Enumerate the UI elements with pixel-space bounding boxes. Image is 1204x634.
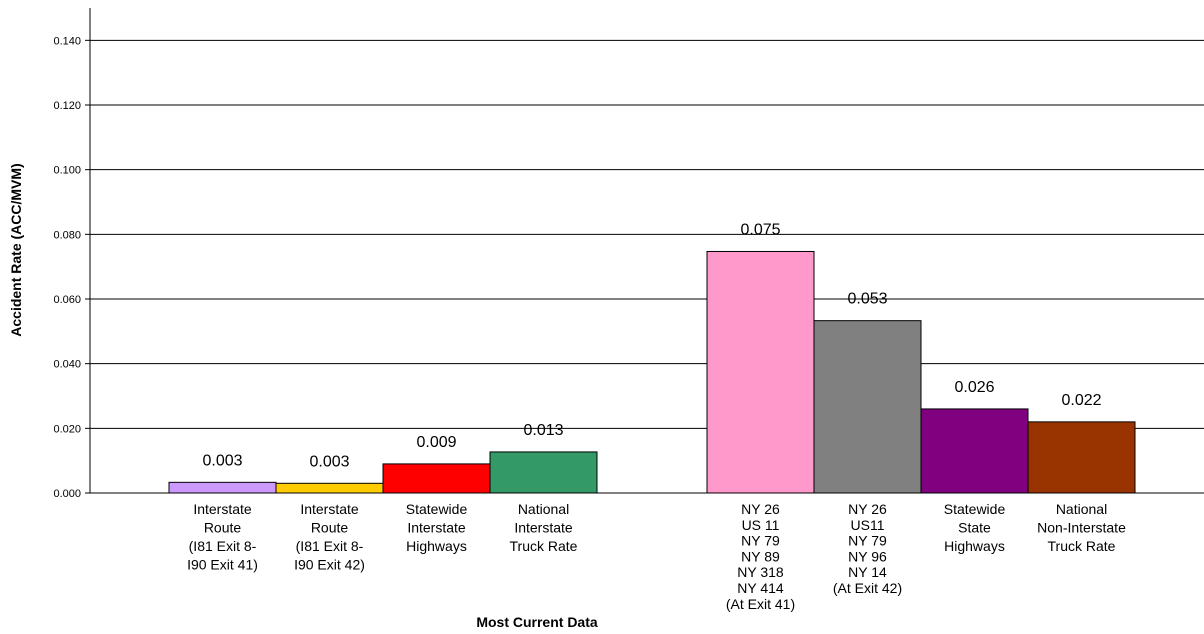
category-label: (I81 Exit 8- <box>296 538 364 554</box>
category-label: NY 89 <box>741 548 780 564</box>
category-label: State <box>958 520 991 536</box>
category-label: NY 318 <box>737 564 784 580</box>
bar <box>275 482 384 494</box>
category-label: Interstate <box>407 520 466 536</box>
y-tick-label: 0.060 <box>53 294 81 306</box>
x-axis-title: Most Current Data <box>476 614 598 630</box>
bar <box>706 250 815 494</box>
category-label: National <box>1056 501 1107 517</box>
category-label: Statewide <box>406 501 468 517</box>
category-label: Interstate <box>300 501 359 517</box>
bar <box>813 320 922 494</box>
y-tick-label: 0.100 <box>53 165 81 177</box>
category-label: Truck Rate <box>1048 538 1116 554</box>
bar <box>1027 421 1136 494</box>
category-label: NY 96 <box>848 548 887 564</box>
category-label: Route <box>311 520 349 536</box>
category-label: NY 79 <box>741 533 780 549</box>
y-tick-label: 0.140 <box>53 35 81 47</box>
data-label: 0.003 <box>309 453 349 470</box>
y-axis-ticks: 0.000 0.020 0.040 0.060 0.080 0.100 0.120 0.140 <box>53 35 90 500</box>
category-label: Highways <box>406 538 467 554</box>
y-tick-label: 0.080 <box>53 229 81 241</box>
y-axis-title: Accident Rate (ACC/MVM) <box>8 163 24 336</box>
category-label: Highways <box>944 538 1005 554</box>
category-label: US 11 <box>742 517 780 533</box>
data-label: 0.026 <box>954 379 994 396</box>
bar <box>382 463 491 494</box>
category-label: NY 14 <box>848 564 887 580</box>
data-label: 0.013 <box>523 422 563 439</box>
category-label: Interstate <box>193 501 252 517</box>
category-label: Non-Interstate <box>1037 520 1126 536</box>
category-labels: Interstate Route (I81 Exit 8- I90 Exit 41) I… <box>187 501 1126 612</box>
y-tick-label: 0.020 <box>53 423 81 435</box>
data-label: 0.003 <box>202 452 242 469</box>
category-label: US11 <box>851 517 885 533</box>
data-label: 0.075 <box>740 221 780 238</box>
y-tick-label: 0.040 <box>53 359 81 371</box>
category-label: NY 26 <box>848 501 887 517</box>
gridlines <box>90 39 1204 494</box>
bar <box>168 481 277 494</box>
category-label: (At Exit 41) <box>726 596 795 612</box>
data-label: 0.053 <box>847 291 887 308</box>
category-label: Route <box>204 520 242 536</box>
bar <box>920 408 1029 494</box>
y-tick-label: 0.000 <box>53 488 81 500</box>
category-label: Interstate <box>514 520 573 536</box>
category-label: Truck Rate <box>510 538 578 554</box>
data-labels: 0.003 0.003 0.009 0.013 0.075 0.053 0.026 0.022 <box>202 221 1101 470</box>
category-label: I90 Exit 41) <box>187 557 258 573</box>
category-label: I90 Exit 42) <box>294 557 365 573</box>
y-tick-label: 0.120 <box>53 100 81 112</box>
category-label: (I81 Exit 8- <box>189 538 257 554</box>
data-label: 0.022 <box>1061 392 1101 409</box>
category-label: National <box>518 501 569 517</box>
category-label: NY 79 <box>848 533 887 549</box>
data-label: 0.009 <box>416 434 456 451</box>
category-label: NY 26 <box>741 501 780 517</box>
category-label: NY 414 <box>737 580 784 596</box>
bars <box>168 250 1136 494</box>
category-label: Statewide <box>944 501 1006 517</box>
bar <box>489 451 598 494</box>
category-label: (At Exit 42) <box>833 580 902 596</box>
